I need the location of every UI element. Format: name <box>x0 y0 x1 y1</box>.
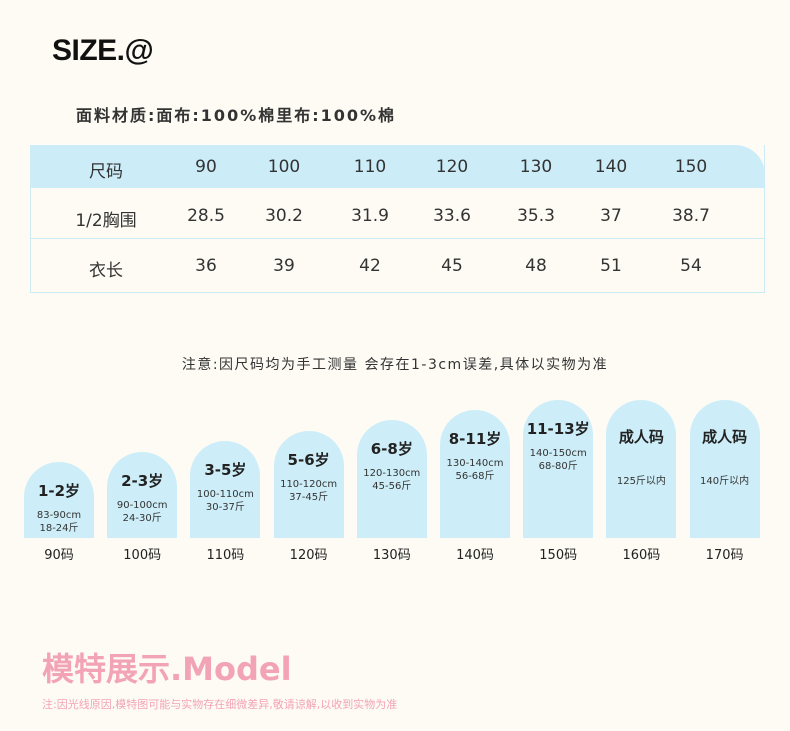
card-age: 成人码 <box>618 428 664 446</box>
card-details: 90-100cm 24-30斤 <box>107 499 177 525</box>
card-line: 140斤以内 <box>700 476 750 487</box>
table-cell: 42 <box>359 256 381 276</box>
table-cell: 45 <box>441 256 463 276</box>
card-line: 110-120cm <box>280 479 338 490</box>
size-card: 成人码 140斤以内 <box>689 400 760 538</box>
size-table: 尺码 90 100 110 120 130 140 150 1/2胸围 28.5 30.2 31.9 3… <box>30 145 765 293</box>
card-age: 3-5岁 <box>204 461 247 479</box>
size-card: 5-6岁 110-120cm 37-45斤 <box>273 431 344 538</box>
size-card: 8-11岁 130-140cm 56-68斤 <box>440 410 510 538</box>
table-cell: 30.2 <box>265 206 303 226</box>
card-age: 8-11岁 <box>448 430 502 448</box>
card-details: 140斤以内 <box>690 475 760 488</box>
card-line: 68-80斤 <box>538 461 578 472</box>
card-line: 125斤以内 <box>616 476 666 487</box>
card-line: 100-110cm <box>196 489 254 500</box>
card-size: 120码 <box>289 548 328 563</box>
card-line: 18-24斤 <box>39 523 79 534</box>
header-cell: 120 <box>435 157 469 177</box>
row-divider <box>31 238 764 239</box>
card-details: 83-90cm 18-24斤 <box>24 509 94 535</box>
size-card: 1-2岁 83-90cm 18-24斤 <box>24 462 94 538</box>
card-age: 11-13岁 <box>526 420 590 438</box>
card-line: 45-56斤 <box>372 481 412 492</box>
table-cell: 48 <box>525 256 547 276</box>
size-card: 3-5岁 100-110cm 30-37斤 <box>190 441 261 538</box>
card-size: 110码 <box>206 548 245 563</box>
card-size: 170码 <box>705 548 744 563</box>
card-details: 130-140cm 56-68斤 <box>440 457 510 483</box>
table-header-bg <box>30 145 765 188</box>
material: 面料材质:面布:100%棉里布:100%棉 <box>76 106 397 125</box>
card-age: 2-3岁 <box>121 472 164 490</box>
table-cell: 衣长 <box>89 261 123 281</box>
card-age: 成人码 <box>702 428 748 446</box>
note: 注意:因尺码均为手工测量 会存在1-3cm误差,具体以实物为准 <box>181 357 609 373</box>
table-cell: 54 <box>680 256 702 276</box>
card-size: 90码 <box>44 548 74 563</box>
table-cell: 37 <box>600 206 622 226</box>
table-cell: 1/2胸围 <box>75 211 137 231</box>
card-details: 140-150cm 68-80斤 <box>523 447 593 473</box>
table-cell: 35.3 <box>517 206 555 226</box>
header-cell: 150 <box>674 157 708 177</box>
card-age: 1-2岁 <box>37 482 81 500</box>
header-cell: 尺码 <box>89 162 123 182</box>
model-title: 模特展示.Model <box>42 650 292 688</box>
header-cell: 90 <box>195 157 217 177</box>
table-cell: 31.9 <box>351 206 389 226</box>
card-age: 6-8岁 <box>370 440 413 458</box>
table-cell: 28.5 <box>187 206 225 226</box>
card-size: 150码 <box>539 548 578 563</box>
table-cell: 51 <box>600 256 622 276</box>
table-cell: 39 <box>273 256 295 276</box>
title: SIZE.@ <box>52 34 154 67</box>
card-details: 100-110cm 30-37斤 <box>190 488 260 514</box>
card-line: 83-90cm <box>36 510 82 521</box>
size-card: 2-3岁 90-100cm 24-30斤 <box>107 452 178 538</box>
card-size: 130码 <box>372 548 411 563</box>
footer-note: 注:因光线原因,模特图可能与实物存在细微差异,敬请谅解,以收到实物为准 <box>42 698 398 711</box>
header-cell: 110 <box>353 157 387 177</box>
card-details: 120-130cm 45-56斤 <box>357 467 427 493</box>
card-size: 140码 <box>456 548 494 563</box>
header-cell: 100 <box>267 157 301 177</box>
table-cell: 33.6 <box>433 206 471 226</box>
card-line: 56-68斤 <box>455 471 495 482</box>
size-card: 11-13岁 140-150cm 68-80斤 <box>523 400 594 538</box>
card-size: 160码 <box>622 548 661 563</box>
card-line: 24-30斤 <box>122 513 162 524</box>
header-cell: 140 <box>594 157 628 177</box>
card-line: 120-130cm <box>363 468 421 479</box>
card-age: 5-6岁 <box>287 451 330 469</box>
table-cell: 36 <box>195 256 217 276</box>
card-line: 140-150cm <box>529 448 587 459</box>
card-line: 130-140cm <box>446 458 504 469</box>
card-line: 37-45斤 <box>289 492 329 503</box>
card-size: 100码 <box>123 548 162 563</box>
card-line: 90-100cm <box>116 500 168 511</box>
table-cell: 38.7 <box>672 206 710 226</box>
size-card: 成人码 125斤以内 <box>606 400 677 538</box>
card-details: 125斤以内 <box>606 475 676 488</box>
size-card: 6-8岁 120-130cm 45-56斤 <box>356 420 427 538</box>
header-cell: 130 <box>519 157 553 177</box>
card-line: 30-37斤 <box>205 502 245 513</box>
card-details: 110-120cm 37-45斤 <box>274 478 344 504</box>
